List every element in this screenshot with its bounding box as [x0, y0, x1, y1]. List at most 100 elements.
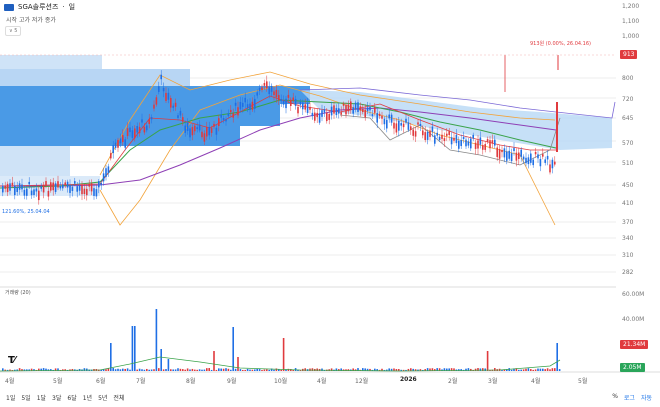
volume-bar [285, 369, 287, 371]
volume-bar [501, 369, 503, 371]
indicator-toggle[interactable]: ∨ 5 [5, 26, 22, 36]
volume-bar [273, 369, 275, 371]
volume-bar [141, 369, 143, 371]
volume-bar [364, 368, 366, 371]
interval-label[interactable]: 일 [68, 3, 76, 11]
volume-bar [21, 369, 23, 371]
scale-option-button[interactable]: % [612, 393, 618, 400]
range-button[interactable]: 5년 [98, 395, 108, 402]
volume-bar [400, 369, 402, 371]
volume-bar [102, 369, 105, 371]
volume-bar [30, 368, 33, 371]
volume-bar [146, 368, 148, 371]
volume-bar [546, 368, 549, 371]
volume-bar [407, 368, 410, 371]
volume-bar [484, 368, 486, 371]
volume-bar [208, 368, 210, 371]
volume-bar [537, 368, 539, 371]
ma-long-line [0, 107, 557, 187]
volume-bar [2, 368, 4, 371]
volume-bar [330, 368, 333, 371]
volume-bar [234, 368, 237, 371]
volume-bar [227, 368, 230, 371]
volume-bar [26, 369, 28, 371]
volume-bar [503, 369, 506, 371]
volume-bar [477, 368, 479, 371]
scale-option-button[interactable]: 로그 [623, 395, 635, 402]
volume-bar [539, 368, 542, 371]
time-tick: 2026 [400, 376, 417, 383]
symbol-name[interactable]: SGA솔루션즈 [18, 3, 59, 11]
time-tick: 12월 [355, 378, 369, 385]
volume-bar [50, 369, 52, 371]
volume-bar [162, 369, 165, 371]
range-button[interactable]: 6달 [67, 395, 77, 402]
volume-bar [143, 369, 146, 371]
candle [556, 102, 558, 152]
volume-bar [186, 368, 189, 371]
volume-bar [467, 368, 470, 371]
volume-bar [40, 368, 42, 371]
volume-bar [534, 369, 537, 371]
volume-tick: 60.00M [622, 291, 645, 298]
volume-bar [522, 369, 525, 371]
volume-bar [390, 368, 393, 371]
volume-bar [486, 351, 489, 371]
volume-bar [270, 368, 273, 371]
volume-bar [443, 368, 446, 371]
volume-bar [148, 369, 150, 371]
volume-bar [220, 368, 222, 371]
volume-bar [251, 369, 254, 371]
volume-bar [124, 368, 126, 371]
volume-bar [304, 368, 306, 371]
range-button[interactable]: 전체 [113, 395, 125, 402]
range-button[interactable]: 1달 [36, 395, 47, 402]
volume-bar [556, 343, 558, 371]
price-tick: 570 [622, 140, 634, 147]
volume-bar [138, 368, 141, 371]
volume-bar [114, 369, 117, 371]
volume-bar [117, 368, 119, 371]
volume-bar [381, 368, 383, 371]
volume-bar [203, 369, 206, 371]
volume-bar [210, 369, 213, 371]
scale-option-button[interactable]: 자동 [640, 395, 652, 402]
volume-bar [172, 369, 174, 371]
volume-bar [28, 369, 30, 371]
volume-bar [268, 369, 270, 371]
price-tick: 450 [622, 182, 634, 189]
volume-bar [160, 349, 162, 371]
volume-bar [194, 369, 196, 371]
current-price-badge: 913 [620, 50, 638, 59]
high-annotation: 913원 (0.00%, 26.04.16) [530, 41, 591, 47]
range-button[interactable]: 3달 [52, 395, 62, 402]
volume-ma-line [0, 356, 561, 372]
volume-bar [23, 369, 26, 371]
volume-bar [311, 368, 314, 371]
volume-bar [258, 369, 261, 371]
volume-bar [122, 368, 124, 371]
volume-bar [105, 369, 107, 371]
volume-bar [158, 368, 160, 371]
volume-bar [206, 368, 208, 371]
volume-bar [362, 368, 364, 371]
range-button[interactable]: 1일 [6, 395, 16, 402]
range-button[interactable]: 1년 [82, 395, 93, 402]
volume-bar [426, 368, 429, 371]
volume-bar [424, 369, 426, 371]
volume-bar [436, 368, 438, 371]
volume-bar [515, 368, 518, 371]
volume-bar [112, 368, 114, 371]
ma-violet-line [299, 87, 616, 119]
volume-bar [549, 369, 551, 371]
candles [2, 70, 558, 205]
range-button[interactable]: 5일 [21, 395, 31, 402]
range-selector: 1일 5일 1달 3달 6달 1년 5년 전체 [6, 393, 124, 402]
volume-bar [388, 368, 390, 371]
time-tick: 4월 [317, 378, 327, 385]
volume-bar [9, 369, 11, 371]
volume-bar [191, 368, 194, 371]
volume-red-badge: 21.34M [620, 340, 649, 349]
volume-bar [174, 369, 177, 371]
